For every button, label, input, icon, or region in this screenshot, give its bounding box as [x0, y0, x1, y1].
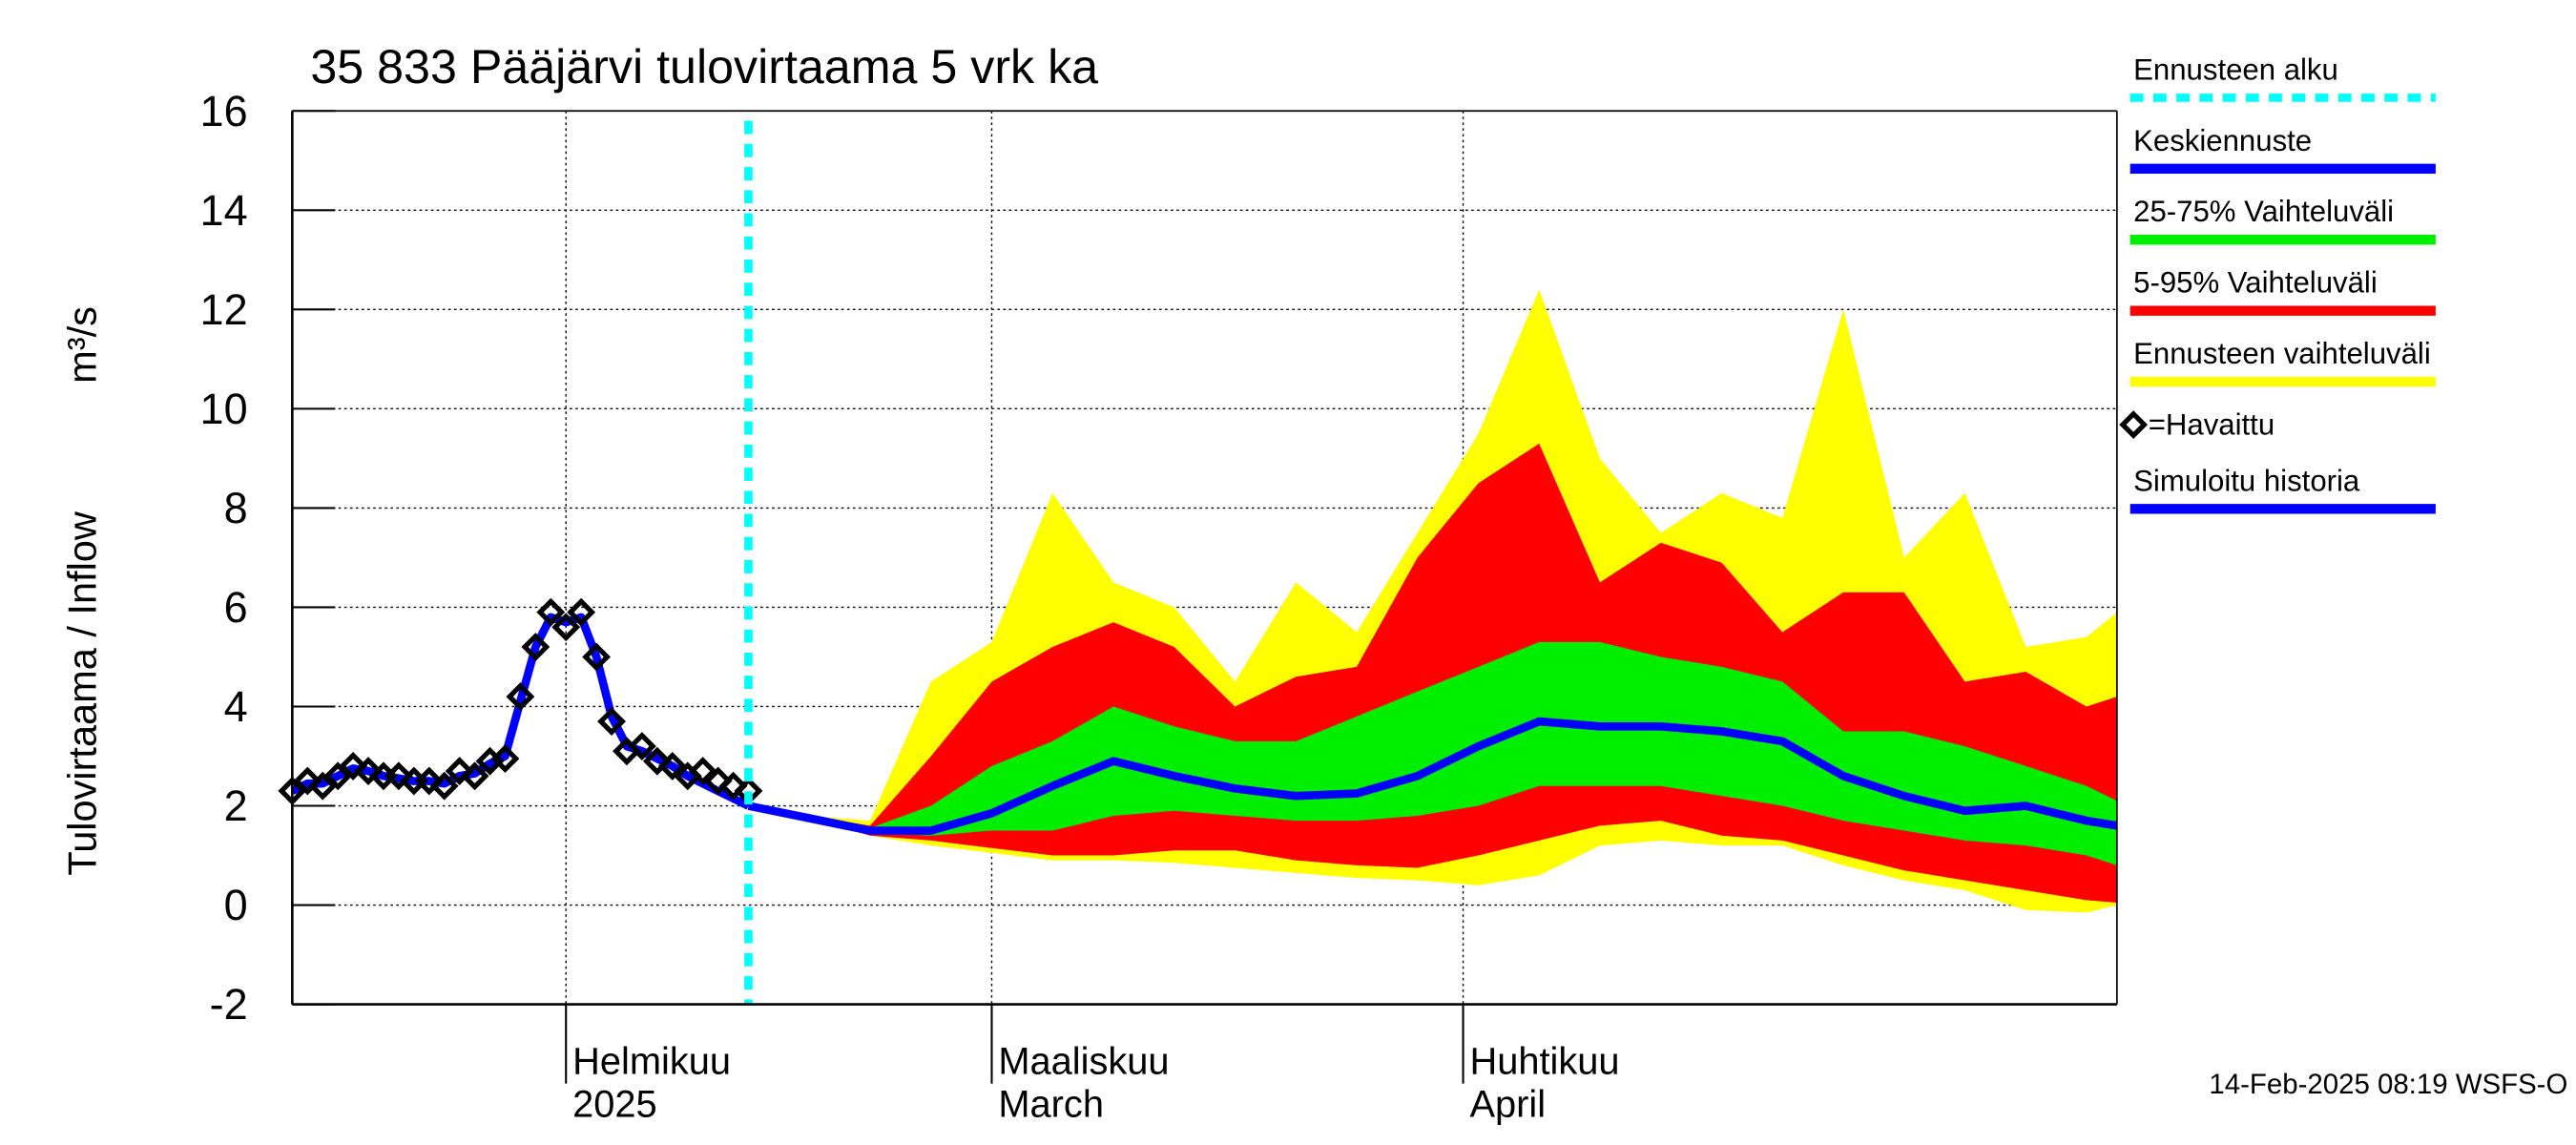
x-tick-label: 2025 [572, 1083, 657, 1125]
observed-point [506, 682, 535, 711]
footer: 14-Feb-2025 08:19 WSFS-O [2209, 1069, 2567, 1100]
observed-point [688, 757, 717, 786]
line [747, 717, 2118, 835]
chart-title: 35 833 Pääjärvi tulovirtaama 5 vrk ka [310, 40, 1098, 94]
observed-point [384, 761, 413, 791]
observed-point [521, 633, 551, 661]
x-tick-label: March [998, 1083, 1104, 1125]
y-tick-label: -2 [210, 980, 248, 1029]
observed-point [582, 642, 612, 672]
legend-label: Keskiennuste [2133, 124, 2312, 157]
observed-point [597, 707, 626, 737]
observed-point [703, 766, 733, 796]
y-axis-unit: m³/s [59, 306, 104, 384]
observed-point [429, 771, 459, 801]
observed-point [642, 746, 672, 776]
line [290, 613, 751, 810]
legend-label: Ennusteen alku [2133, 52, 2338, 86]
x-tick-label: Maaliskuu [998, 1040, 1169, 1082]
observed-point [339, 751, 368, 781]
observed-point [460, 761, 489, 791]
observed-point [536, 597, 566, 627]
observed-point [293, 766, 322, 796]
legend-label: Ennusteen vaihteluväli [2133, 337, 2431, 370]
observed-point [354, 757, 383, 786]
observed-point [551, 613, 581, 642]
y-tick-label: 10 [200, 385, 248, 433]
y-tick-label: 2 [224, 781, 248, 830]
y-axis-label: Tulovirtaama / Inflow [59, 510, 104, 875]
legend-label: 25-75% Vaihteluväli [2133, 195, 2394, 228]
y-tick-label: 4 [224, 682, 248, 731]
y-tick-label: 12 [200, 285, 248, 334]
observed-point [445, 757, 474, 786]
x-tick-label: Helmikuu [572, 1040, 731, 1082]
legend-marker [2119, 410, 2149, 440]
y-tick-label: 0 [224, 881, 248, 929]
y-tick-label: 14 [200, 186, 248, 235]
legend-label: 5-95% Vaihteluväli [2133, 266, 2378, 300]
range-band [748, 641, 2117, 865]
observed-point [627, 732, 656, 761]
observed-point [323, 761, 353, 791]
y-tick-label: 16 [200, 87, 248, 135]
observed-point [414, 766, 444, 796]
legend-label: Simuloitu historia [2133, 464, 2360, 497]
observed-point [567, 597, 596, 627]
x-tick-label: April [1469, 1083, 1546, 1125]
observed-point [308, 771, 338, 801]
x-tick-label: Huhtikuu [1469, 1040, 1619, 1082]
y-tick-label: 8 [224, 484, 248, 532]
observed-point [718, 771, 748, 801]
observed-point [657, 751, 687, 781]
observed-point [490, 744, 520, 774]
y-tick-label: 6 [224, 583, 248, 632]
legend-label: =Havaittu [2149, 407, 2275, 441]
